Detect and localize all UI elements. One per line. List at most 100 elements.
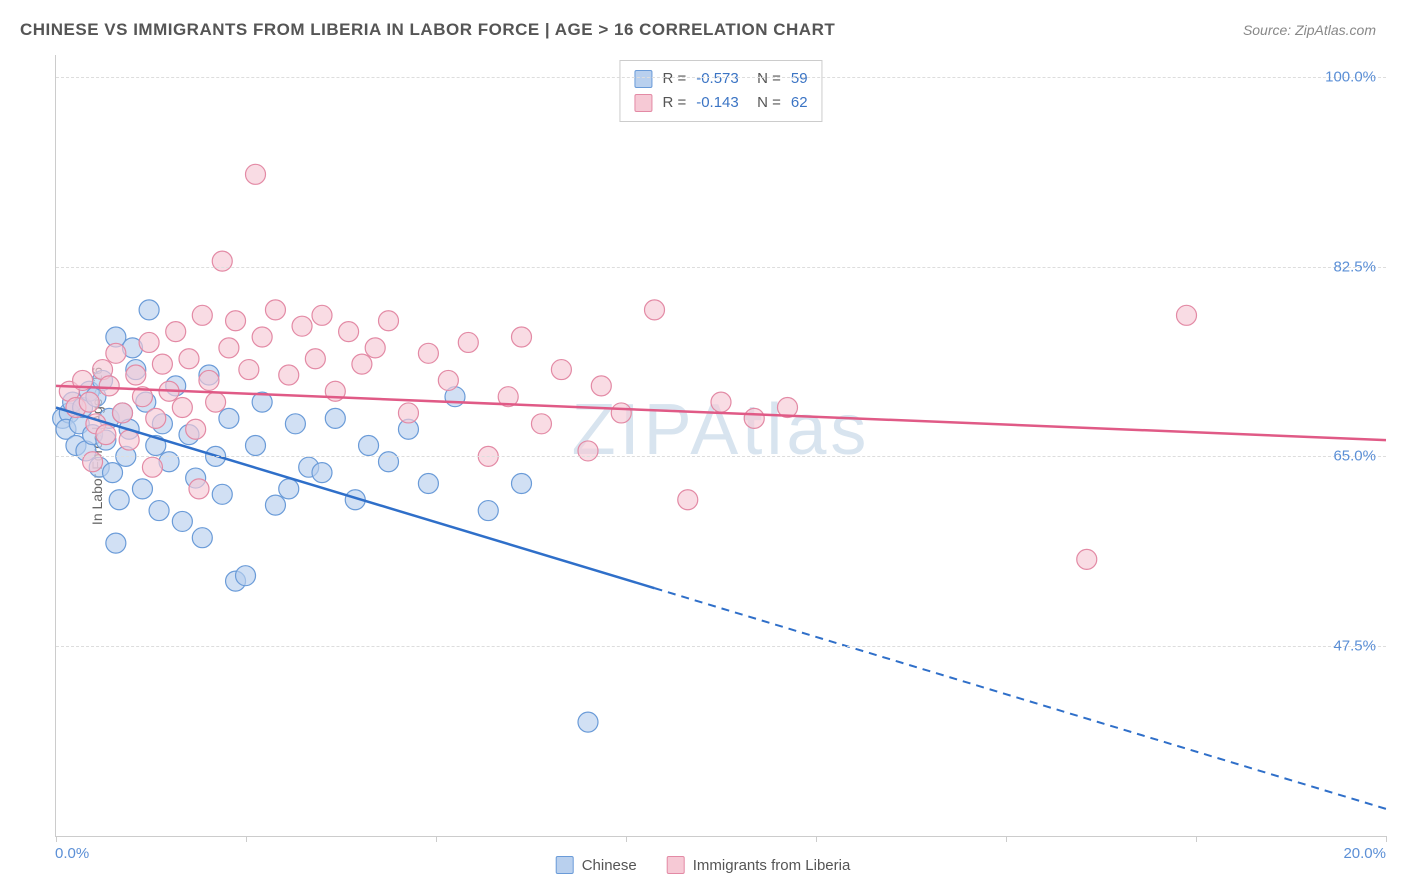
scatter-point — [438, 370, 458, 390]
scatter-point — [512, 327, 532, 347]
scatter-point — [478, 501, 498, 521]
scatter-point — [189, 479, 209, 499]
scatter-point — [678, 490, 698, 510]
scatter-point — [99, 376, 119, 396]
gridline-h — [56, 77, 1386, 78]
scatter-point — [531, 414, 551, 434]
y-tick-label: 47.5% — [1333, 638, 1376, 655]
scatter-point — [292, 316, 312, 336]
scatter-point — [179, 349, 199, 369]
chart-title: CHINESE VS IMMIGRANTS FROM LIBERIA IN LA… — [20, 20, 835, 40]
x-tick — [816, 836, 817, 842]
scatter-point — [246, 436, 266, 456]
x-axis-min-label: 0.0% — [55, 845, 89, 862]
scatter-point — [265, 495, 285, 515]
scatter-point — [398, 403, 418, 423]
scatter-point — [192, 305, 212, 325]
scatter-point — [109, 490, 129, 510]
scatter-point — [79, 392, 99, 412]
scatter-point — [512, 473, 532, 493]
scatter-point — [711, 392, 731, 412]
trend-line-dashed — [655, 588, 1387, 809]
legend-item-chinese: Chinese — [556, 856, 637, 874]
x-tick — [56, 836, 57, 842]
scatter-point — [265, 300, 285, 320]
scatter-point — [199, 370, 219, 390]
scatter-point — [551, 360, 571, 380]
legend-item-liberia: Immigrants from Liberia — [667, 856, 851, 874]
scatter-point — [578, 441, 598, 461]
scatter-point — [212, 251, 232, 271]
x-axis-max-label: 20.0% — [1343, 845, 1386, 862]
scatter-point — [96, 425, 116, 445]
scatter-point — [103, 463, 123, 483]
scatter-point — [192, 528, 212, 548]
scatter-point — [325, 408, 345, 428]
scatter-point — [132, 479, 152, 499]
scatter-point — [359, 436, 379, 456]
x-tick — [246, 836, 247, 842]
chart-container: CHINESE VS IMMIGRANTS FROM LIBERIA IN LA… — [0, 0, 1406, 892]
scatter-point — [312, 305, 332, 325]
scatter-point — [611, 403, 631, 423]
scatter-point — [139, 332, 159, 352]
x-tick — [1006, 836, 1007, 842]
scatter-point — [312, 463, 332, 483]
x-tick — [436, 836, 437, 842]
scatter-point — [246, 164, 266, 184]
scatter-point — [379, 452, 399, 472]
y-tick-label: 65.0% — [1333, 448, 1376, 465]
gridline-h — [56, 646, 1386, 647]
scatter-point — [252, 327, 272, 347]
scatter-point — [236, 566, 256, 586]
series-legend: Chinese Immigrants from Liberia — [556, 856, 851, 874]
scatter-point — [106, 533, 126, 553]
scatter-point — [578, 712, 598, 732]
x-tick — [1196, 836, 1197, 842]
scatter-point — [139, 300, 159, 320]
scatter-point — [365, 338, 385, 358]
legend-label-liberia: Immigrants from Liberia — [693, 857, 851, 874]
scatter-point — [142, 457, 162, 477]
scatter-point — [305, 349, 325, 369]
scatter-point — [279, 365, 299, 385]
scatter-point — [279, 479, 299, 499]
scatter-point — [172, 511, 192, 531]
scatter-point — [146, 408, 166, 428]
legend-swatch-liberia — [667, 856, 685, 874]
scatter-point — [1177, 305, 1197, 325]
scatter-point — [379, 311, 399, 331]
scatter-point — [149, 501, 169, 521]
scatter-point — [591, 376, 611, 396]
scatter-point — [212, 484, 232, 504]
scatter-point — [1077, 549, 1097, 569]
scatter-point — [352, 354, 372, 374]
scatter-point — [219, 338, 239, 358]
scatter-point — [226, 311, 246, 331]
source-attribution: Source: ZipAtlas.com — [1243, 22, 1376, 38]
scatter-point — [239, 360, 259, 380]
scatter-point — [172, 398, 192, 418]
scatter-point — [106, 343, 126, 363]
scatter-point — [418, 473, 438, 493]
legend-swatch-chinese — [556, 856, 574, 874]
x-tick — [626, 836, 627, 842]
gridline-h — [56, 456, 1386, 457]
scatter-point — [206, 392, 226, 412]
legend-label-chinese: Chinese — [582, 857, 637, 874]
scatter-point — [126, 365, 146, 385]
gridline-h — [56, 267, 1386, 268]
scatter-point — [219, 408, 239, 428]
x-tick — [1386, 836, 1387, 842]
scatter-point — [119, 430, 139, 450]
scatter-point — [744, 408, 764, 428]
plot-area: ZIPAtlas R = -0.573 N = 59 R = -0.143 N … — [55, 55, 1386, 837]
scatter-point — [645, 300, 665, 320]
scatter-point — [285, 414, 305, 434]
y-tick-label: 100.0% — [1325, 68, 1376, 85]
scatter-svg — [56, 55, 1386, 836]
scatter-point — [418, 343, 438, 363]
scatter-point — [186, 419, 206, 439]
scatter-point — [152, 354, 172, 374]
y-tick-label: 82.5% — [1333, 258, 1376, 275]
